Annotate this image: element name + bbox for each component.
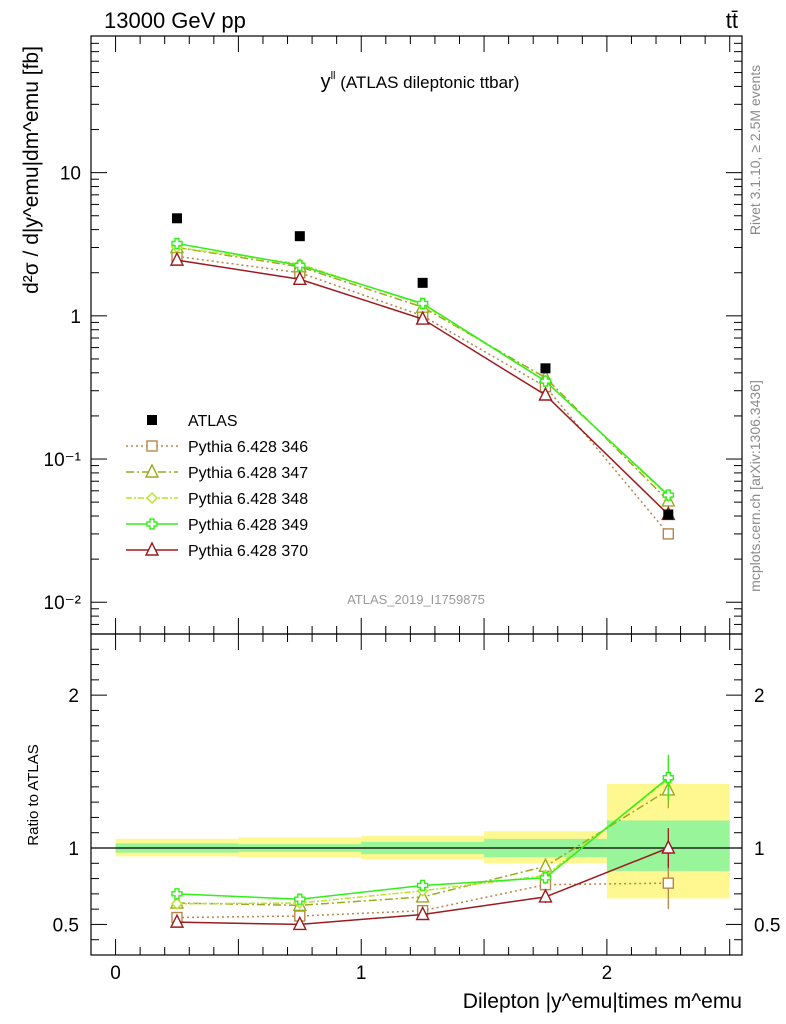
y-tick-label: 1 xyxy=(70,307,81,328)
process-label: tt̄ xyxy=(726,8,738,33)
marker-triangle xyxy=(538,888,553,903)
rivet-version-label: Rivet 3.1.10, ≥ 2.5M events xyxy=(747,65,763,235)
marker-filled-square xyxy=(147,415,157,425)
series-5-ratio xyxy=(169,828,676,931)
series-4-ratio xyxy=(171,754,675,905)
marker-filled-square xyxy=(171,213,182,224)
legend-entry-5: Pythia 6.428 370 xyxy=(126,541,308,560)
analysis-id-label: ATLAS_2019_I1759875 xyxy=(347,592,485,607)
marker-cross xyxy=(662,489,675,501)
marker-cross xyxy=(294,259,306,272)
ratio-line xyxy=(176,778,669,905)
marker-diamond xyxy=(146,492,158,504)
marker-triangle xyxy=(292,270,307,285)
legend-entry-3: Pythia 6.428 348 xyxy=(126,491,308,508)
collision-energy-label: 13000 GeV pp xyxy=(104,8,246,33)
mcplots-label: mcplots.cern.ch [arXiv:1306.3436] xyxy=(747,380,763,592)
marker-filled-square xyxy=(663,509,674,520)
marker-triangle xyxy=(292,915,307,931)
marker-cross xyxy=(416,879,429,892)
ratio-panel: 0 1 2 0.5 0.5 1 1 2 2 xyxy=(53,633,780,984)
marker-triangle xyxy=(144,463,160,478)
marker-triangle xyxy=(415,905,430,921)
marker-triangle xyxy=(144,541,160,556)
x-axis-label: Dilepton |y^emu|times m^emu xyxy=(463,990,742,1013)
y-tick-label: 10⁻¹ xyxy=(44,450,82,471)
legend-label: Pythia 6.428 370 xyxy=(188,543,308,560)
ratio-tick-label-right: 2 xyxy=(754,686,765,707)
legend-label: ATLAS xyxy=(188,413,238,430)
ratio-tick-label: 2 xyxy=(68,686,79,707)
marker-square xyxy=(662,528,675,540)
ratio-tick-label-right: 1 xyxy=(754,839,765,860)
x-tick-label: 0 xyxy=(110,963,121,984)
x-tick-label: 1 xyxy=(356,963,367,984)
ratio-tick-label-right: 0.5 xyxy=(754,915,780,936)
ratio-frame xyxy=(90,633,743,956)
legend-label: Pythia 6.428 349 xyxy=(188,517,308,534)
marker-cross xyxy=(662,771,675,784)
marker-square xyxy=(146,440,158,452)
ratio-tick-label: 1 xyxy=(68,839,79,860)
marker-filled-square xyxy=(294,231,305,242)
y-tick-label: 10 xyxy=(60,164,81,185)
legend-label: Pythia 6.428 347 xyxy=(188,465,308,482)
main-panel: 10⁻² 10⁻¹ 1 10 xyxy=(44,35,743,635)
series-4-main xyxy=(171,237,675,501)
marker-cross xyxy=(171,237,183,250)
legend-entry-1: Pythia 6.428 346 xyxy=(126,439,308,456)
marker-cross xyxy=(539,872,552,884)
ratio-axis-label: Ratio to ATLAS xyxy=(25,744,42,845)
atlas-data-points xyxy=(171,213,674,520)
legend-entry-2: Pythia 6.428 347 xyxy=(126,463,308,482)
marker-cross xyxy=(294,893,306,905)
legend-label: Pythia 6.428 348 xyxy=(188,491,308,508)
marker-triangle xyxy=(538,386,553,401)
marker-triangle xyxy=(661,839,676,854)
y-axis-label: d²σ / d|y^emu|dm^emu [fb] xyxy=(20,46,43,294)
y-tick-label: 10⁻² xyxy=(44,593,82,614)
legend-entry-atlas: ATLAS xyxy=(147,413,238,430)
plot-title: yll (ATLAS dileptonic ttbar) xyxy=(321,70,520,93)
marker-square xyxy=(662,877,675,889)
x-tick-label: 2 xyxy=(602,963,613,984)
marker-cross xyxy=(539,375,552,387)
legend-label: Pythia 6.428 346 xyxy=(188,439,308,456)
legend-entry-4: Pythia 6.428 349 xyxy=(126,517,308,534)
marker-diamond xyxy=(170,897,183,910)
marker-cross xyxy=(146,518,158,530)
marker-triangle xyxy=(169,913,185,928)
marker-triangle xyxy=(415,310,430,325)
marker-filled-square xyxy=(417,277,428,288)
marker-cross xyxy=(171,888,183,900)
marker-filled-square xyxy=(540,363,551,374)
ratio-tick-label: 0.5 xyxy=(53,915,79,936)
legend: ATLAS Pythia 6.428 346 Pythia 6.428 347 Pyt… xyxy=(126,413,308,560)
marker-cross xyxy=(416,297,429,310)
marker-triangle xyxy=(169,251,185,266)
